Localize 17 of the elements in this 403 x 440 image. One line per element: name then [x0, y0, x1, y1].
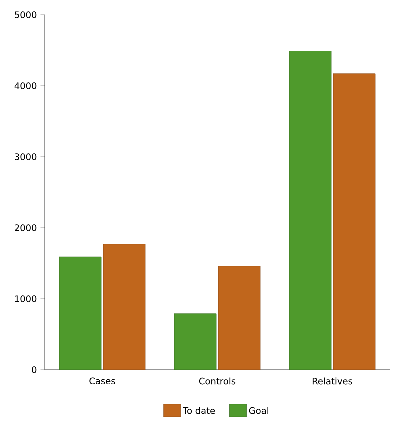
y-tick-label: 3000	[15, 154, 37, 160]
legend-label: To date	[183, 407, 216, 414]
y-tick-label: 2000	[15, 224, 37, 232]
y-tick-label: 1000	[15, 296, 37, 302]
x-tick-label: Controls	[199, 378, 236, 385]
y-tick-label: 0	[32, 366, 37, 374]
y-tick-label: 5000	[15, 12, 37, 18]
bar	[103, 244, 146, 370]
bar	[289, 51, 332, 370]
bar	[218, 266, 261, 370]
legend-label: Goal	[249, 407, 269, 414]
x-tick-label: Relatives	[312, 378, 352, 385]
bar	[333, 74, 376, 370]
y-tick-label: 4000	[14, 82, 37, 90]
x-tick-label: Cases	[90, 378, 116, 385]
bar	[174, 314, 217, 370]
bar	[59, 256, 102, 370]
